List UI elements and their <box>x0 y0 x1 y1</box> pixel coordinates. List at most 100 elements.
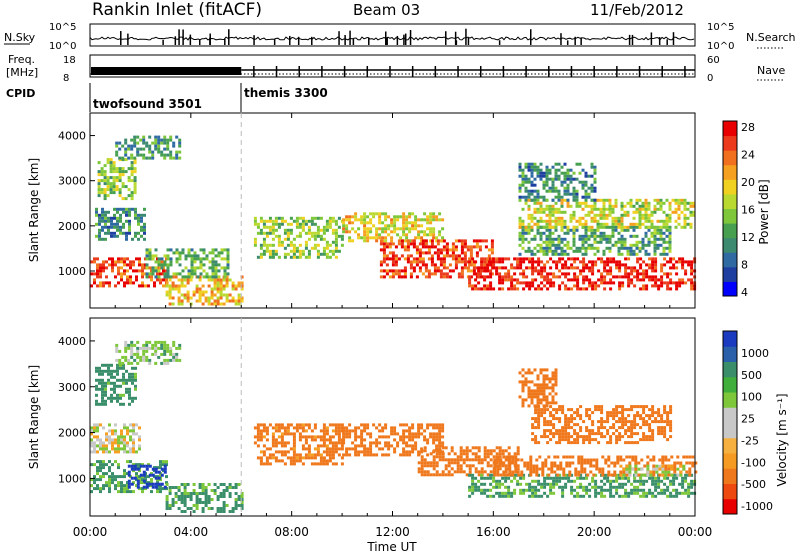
power-cell <box>106 158 110 162</box>
velocity-cell <box>166 349 170 353</box>
power-cell <box>186 299 190 303</box>
power-cell <box>418 254 422 258</box>
power-cell <box>647 204 651 208</box>
velocity-cell <box>256 429 260 433</box>
velocity-cell <box>558 405 562 409</box>
power-cell <box>642 260 646 264</box>
velocity-cell <box>615 476 619 480</box>
velocity-cell <box>618 438 622 442</box>
velocity-cell <box>150 490 153 494</box>
velocity-cell <box>286 450 290 454</box>
power-cell <box>564 260 568 264</box>
power-cell <box>560 228 564 232</box>
velocity-cell <box>664 470 668 474</box>
power-cell <box>600 260 604 264</box>
velocity-cell <box>595 458 599 462</box>
power-cell <box>525 275 529 279</box>
velocity-cell <box>240 504 244 507</box>
velocity-cell <box>345 450 349 454</box>
velocity-cell <box>471 491 475 495</box>
velocity-cell <box>292 438 296 442</box>
power-cell <box>123 257 126 261</box>
power-cell <box>624 272 628 276</box>
velocity-cell <box>219 483 223 486</box>
power-cell <box>130 173 134 177</box>
power-cell <box>513 287 517 291</box>
velocity-cell <box>93 463 96 467</box>
power-cell <box>411 227 415 231</box>
power-cell <box>363 212 367 216</box>
power-cell <box>524 165 528 169</box>
power-cell <box>647 243 651 247</box>
velocity-cell <box>183 486 187 489</box>
velocity-cell <box>142 352 146 356</box>
power-cell <box>662 249 666 253</box>
power-cell <box>178 150 182 154</box>
power-cell <box>600 272 604 276</box>
power-cell <box>584 222 588 226</box>
velocity-cell <box>564 417 568 421</box>
power-cell <box>286 237 290 241</box>
power-cell <box>564 275 568 279</box>
power-cell <box>160 138 164 142</box>
velocity-cell <box>123 447 126 451</box>
power-cell <box>638 213 642 217</box>
velocity-cell <box>169 358 173 362</box>
velocity-cell <box>102 441 105 445</box>
velocity-cell <box>672 488 676 492</box>
velocity-cell <box>125 387 128 391</box>
velocity-cell <box>579 429 583 433</box>
velocity-cell <box>520 458 524 462</box>
power-cell <box>90 284 93 288</box>
power-cell <box>618 260 622 264</box>
power-cell <box>97 194 101 198</box>
nave-tick-top: 60 <box>707 55 720 66</box>
power-cell <box>686 201 690 205</box>
velocity-cell <box>514 464 518 468</box>
power-cell <box>513 278 517 282</box>
velocity-cell <box>319 453 323 457</box>
power-cell <box>138 284 141 288</box>
power-cell <box>442 266 446 270</box>
velocity-cell <box>420 447 424 451</box>
velocity-cell <box>546 420 550 424</box>
power-cell <box>406 242 410 246</box>
velocity-cell <box>585 491 589 495</box>
velocity-cell <box>280 432 284 436</box>
power-cell <box>533 168 537 172</box>
velocity-cell <box>426 473 430 477</box>
power-cell <box>125 231 128 235</box>
power-cell <box>202 257 206 261</box>
power-cell <box>527 240 531 244</box>
power-cell <box>322 225 326 229</box>
velocity-cell <box>135 472 138 476</box>
power-cell <box>175 272 179 276</box>
velocity-cell <box>549 488 553 492</box>
velocity-cell <box>259 459 263 463</box>
power-cell <box>608 225 612 229</box>
velocity-cell <box>537 420 541 424</box>
velocity-cell <box>559 467 563 471</box>
power-cell <box>599 207 603 211</box>
power-cell <box>653 237 657 241</box>
power-cell <box>310 231 314 235</box>
velocity-cell <box>93 487 96 491</box>
velocity-cell <box>114 478 117 482</box>
velocity-cell <box>603 426 607 430</box>
velocity-cell <box>375 438 379 442</box>
velocity-cell <box>160 343 164 347</box>
velocity-cell <box>606 429 610 433</box>
power-cell <box>157 260 161 264</box>
velocity-cell <box>117 441 120 445</box>
power-cell <box>442 254 446 258</box>
velocity-cell <box>676 461 680 465</box>
velocity-cell <box>435 447 439 451</box>
power-cell <box>489 269 493 273</box>
power-cell <box>629 201 633 205</box>
velocity-cell <box>129 435 132 439</box>
power-cell <box>259 216 263 220</box>
velocity-cell <box>540 482 544 486</box>
velocity-cell <box>201 492 205 495</box>
velocity-cell <box>183 489 187 492</box>
